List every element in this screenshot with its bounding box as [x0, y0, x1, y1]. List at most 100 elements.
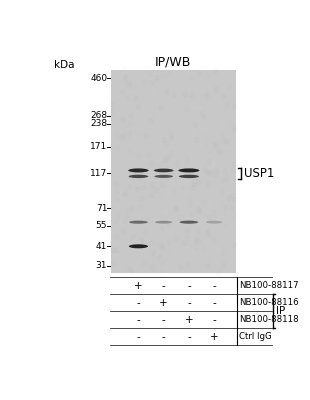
Circle shape [227, 190, 231, 196]
Text: 238: 238 [90, 120, 107, 128]
Text: +: + [134, 281, 143, 291]
Text: -: - [187, 281, 191, 291]
Circle shape [154, 76, 158, 80]
Circle shape [202, 142, 206, 147]
Circle shape [211, 164, 215, 168]
Circle shape [136, 187, 140, 192]
Ellipse shape [129, 175, 148, 178]
Text: 171: 171 [90, 142, 107, 152]
Text: -: - [212, 315, 216, 325]
Text: -: - [187, 298, 191, 308]
Circle shape [134, 96, 138, 101]
Text: +: + [159, 298, 168, 308]
Circle shape [164, 209, 168, 214]
Circle shape [214, 87, 218, 92]
Circle shape [162, 138, 166, 143]
Circle shape [183, 223, 187, 228]
Circle shape [121, 117, 125, 122]
Circle shape [111, 102, 115, 107]
Circle shape [193, 105, 197, 110]
Circle shape [119, 221, 123, 226]
Circle shape [195, 138, 198, 143]
Ellipse shape [179, 221, 198, 224]
Circle shape [136, 104, 140, 110]
Text: 117: 117 [90, 169, 107, 178]
Circle shape [205, 128, 209, 133]
Bar [111, 70, 236, 273]
Text: -: - [162, 332, 166, 342]
Ellipse shape [129, 221, 148, 224]
Ellipse shape [206, 221, 222, 224]
Ellipse shape [178, 168, 199, 172]
Text: 268: 268 [90, 111, 107, 120]
Circle shape [163, 263, 167, 268]
Circle shape [140, 238, 143, 242]
Circle shape [215, 168, 219, 173]
Circle shape [207, 203, 211, 208]
Circle shape [222, 124, 226, 129]
Text: 71: 71 [96, 204, 107, 212]
Circle shape [165, 190, 169, 196]
Text: Ctrl IgG: Ctrl IgG [239, 332, 272, 341]
Text: NB100-88116: NB100-88116 [239, 298, 299, 307]
Ellipse shape [154, 168, 174, 172]
Circle shape [131, 132, 135, 138]
Ellipse shape [129, 244, 148, 248]
Circle shape [198, 113, 202, 118]
Text: -: - [187, 332, 191, 342]
Circle shape [129, 113, 133, 118]
Text: 55: 55 [96, 221, 107, 230]
Text: 31: 31 [96, 261, 107, 270]
Circle shape [202, 89, 206, 94]
Circle shape [185, 180, 189, 185]
Circle shape [208, 215, 211, 220]
Circle shape [206, 171, 210, 176]
Text: +: + [210, 332, 219, 342]
Text: 41: 41 [96, 242, 107, 251]
Circle shape [205, 92, 208, 97]
Text: IP: IP [276, 306, 285, 316]
Ellipse shape [154, 175, 173, 178]
Text: NB100-88118: NB100-88118 [239, 315, 299, 324]
Circle shape [150, 162, 154, 166]
Ellipse shape [128, 168, 149, 172]
Text: kDa: kDa [54, 60, 75, 70]
Circle shape [206, 181, 210, 186]
Circle shape [112, 189, 116, 194]
Circle shape [144, 133, 148, 138]
Ellipse shape [179, 175, 199, 178]
Text: -: - [137, 315, 140, 325]
Text: -: - [212, 298, 216, 308]
Text: -: - [137, 332, 140, 342]
Circle shape [170, 171, 174, 176]
Circle shape [194, 240, 198, 245]
Circle shape [133, 265, 137, 270]
Circle shape [123, 191, 127, 196]
Circle shape [123, 68, 126, 73]
Text: +: + [184, 315, 193, 325]
Text: 460: 460 [90, 74, 107, 82]
Circle shape [224, 99, 228, 104]
Circle shape [199, 106, 202, 111]
Ellipse shape [155, 221, 172, 224]
Text: NB100-88117: NB100-88117 [239, 282, 299, 290]
Circle shape [114, 182, 118, 187]
Circle shape [170, 136, 174, 140]
Circle shape [197, 209, 201, 214]
Circle shape [124, 75, 127, 80]
Circle shape [140, 126, 144, 131]
Text: USP1: USP1 [244, 167, 275, 180]
Circle shape [186, 246, 190, 250]
Text: -: - [162, 315, 166, 325]
Circle shape [160, 106, 163, 111]
Circle shape [172, 92, 176, 98]
Circle shape [194, 201, 198, 206]
Text: IP/WB: IP/WB [155, 56, 192, 69]
Circle shape [232, 124, 236, 129]
Circle shape [153, 73, 157, 78]
Circle shape [152, 251, 156, 256]
Text: -: - [137, 298, 140, 308]
Text: -: - [162, 281, 166, 291]
Circle shape [185, 229, 189, 234]
Circle shape [206, 230, 210, 235]
